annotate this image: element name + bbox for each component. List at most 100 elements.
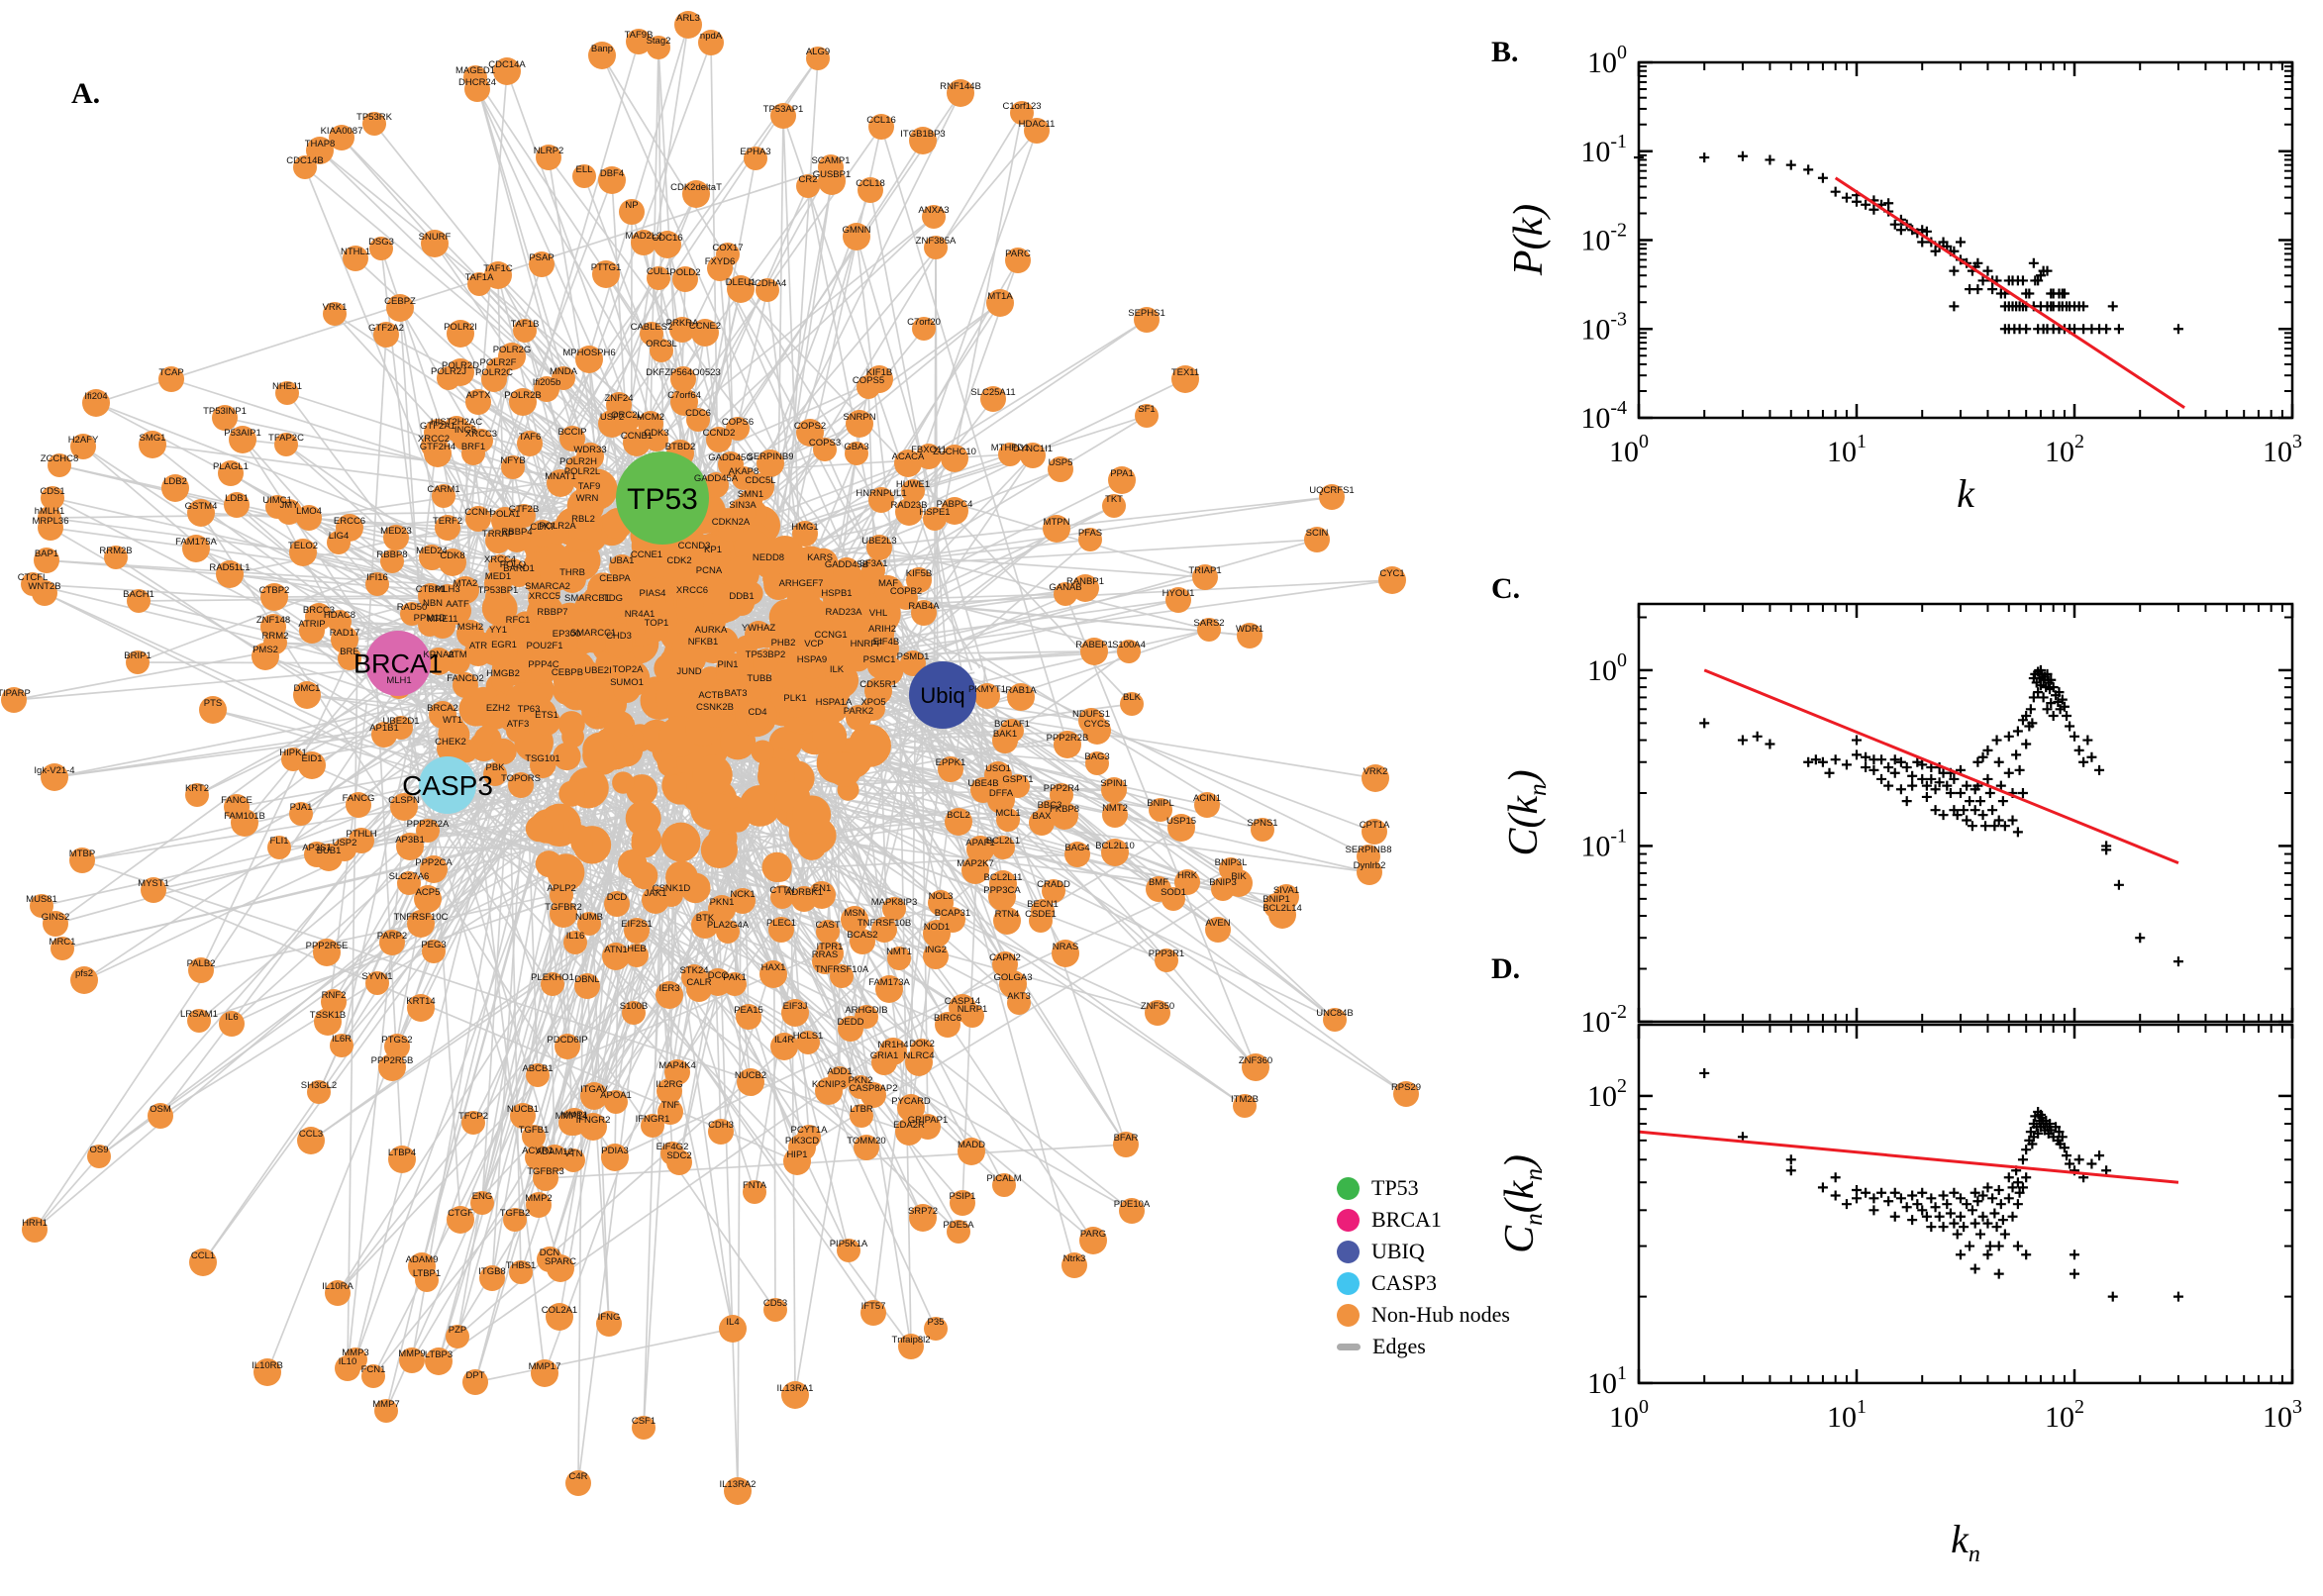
data-point — [2059, 1143, 2070, 1153]
network-node — [1050, 783, 1073, 807]
network-node-label: ZCCHC8 — [41, 453, 79, 464]
network-node-label: GADD45G — [708, 452, 753, 463]
data-point — [1967, 821, 1977, 832]
network-node-label: ATN1 — [604, 945, 628, 955]
network-node-label: RAB1A — [1005, 685, 1037, 696]
network-node — [923, 507, 947, 531]
network-node — [530, 752, 556, 778]
network-node — [461, 1111, 485, 1135]
network-node — [1038, 800, 1061, 824]
data-point — [2094, 764, 2105, 775]
network-node — [792, 521, 818, 547]
network-node — [806, 47, 830, 70]
network-node-label: npdA — [700, 31, 723, 42]
data-point — [1699, 152, 1710, 163]
network-node-label: RAD23A — [826, 607, 863, 618]
network-node-label: PYCARD — [891, 1096, 931, 1107]
network-node-label: NFKB1 — [688, 637, 719, 648]
network-node-label: MED1 — [485, 571, 511, 582]
network-node-label: PLEKHO1 — [531, 972, 574, 983]
network-node — [546, 1303, 573, 1331]
data-point — [1995, 1199, 2006, 1210]
exp: -1 — [1610, 131, 1627, 152]
network-node-label: ITM2B — [1231, 1094, 1259, 1105]
network-edge — [1042, 827, 1182, 912]
panel-c-label: C. — [1491, 572, 1521, 605]
data-point — [2012, 1177, 2023, 1188]
data-point — [2021, 1249, 2032, 1260]
panel-a-label: A. — [71, 77, 101, 110]
network-node-label: FAM175A — [175, 537, 217, 548]
network-node — [905, 1048, 933, 1076]
network-node-label: BAK1 — [993, 729, 1017, 740]
network-node-label: Banp — [591, 44, 613, 54]
network-node — [641, 1114, 664, 1138]
network-edge — [432, 812, 1159, 1014]
network-node-label: TP63 — [518, 704, 541, 715]
nodes-layer — [1, 11, 1419, 1505]
data-point — [1959, 805, 1970, 816]
network-node-label: KIAA0087 — [321, 126, 363, 137]
network-node-label: ACVR1 — [522, 1146, 554, 1156]
data-point — [1991, 1222, 2002, 1233]
network-node — [465, 389, 491, 415]
network-node — [199, 696, 227, 724]
network-node-label: TFCP2 — [458, 1111, 488, 1122]
network-node-label: IER3 — [658, 983, 679, 994]
network-node — [736, 1004, 761, 1030]
exp: 1 — [1617, 1362, 1627, 1384]
network-node-label: Stag2 — [647, 36, 671, 47]
network-node — [897, 1094, 925, 1122]
network-node-label: RBL2 — [571, 514, 595, 525]
network-node-label: CCL16 — [866, 115, 896, 126]
exp: 1 — [1857, 1396, 1867, 1418]
network-node — [526, 1063, 550, 1087]
network-node-label: CSNK2B — [696, 702, 734, 713]
network-node — [416, 819, 440, 843]
data-point — [2003, 767, 2014, 778]
network-node — [461, 442, 485, 465]
network-node-label: Tnfaip8l2 — [891, 1335, 930, 1346]
network-node — [645, 428, 668, 451]
network-node-unlabeled — [558, 780, 585, 807]
network-node-label: RRAS — [812, 949, 838, 960]
network-node-label: RANBP1 — [1066, 576, 1104, 587]
hub-node-casp3 — [419, 756, 476, 814]
network-node-label: TOP2A — [613, 664, 645, 675]
network-node — [575, 346, 603, 373]
network-node — [991, 836, 1015, 859]
network-edge — [444, 754, 635, 1014]
network-node — [512, 504, 536, 528]
network-node — [425, 648, 453, 675]
network-node-label: USO1 — [985, 763, 1011, 774]
network-node — [48, 453, 71, 477]
network-node-label: EGR1 — [491, 640, 517, 650]
network-node — [1005, 248, 1031, 273]
network-node-label: BRF1 — [461, 442, 485, 452]
network-node — [841, 906, 868, 934]
network-node-label: PFAS — [1078, 528, 1102, 539]
network-node-label: TIPARP — [0, 688, 31, 699]
data-point — [1967, 1205, 1977, 1216]
network-node — [866, 535, 892, 560]
network-edge — [319, 150, 652, 472]
network-node — [657, 1099, 683, 1125]
network-node-label: MAGED1 — [455, 65, 495, 76]
network-edge — [152, 889, 798, 1162]
network-node-label: GADD45B — [825, 559, 868, 570]
network-node — [503, 1208, 527, 1232]
network-node — [1024, 118, 1050, 144]
network-node — [415, 1268, 439, 1292]
network-node-label: NBN — [423, 598, 443, 609]
network-node — [1145, 1000, 1170, 1026]
network-node — [1064, 842, 1090, 867]
network-node-label: PPP2R4 — [1044, 783, 1079, 794]
network-node-label: BECN1 — [1027, 899, 1059, 910]
network-node-label: PCYT1A — [791, 1125, 829, 1136]
data-point — [1917, 773, 1928, 784]
network-node — [187, 1009, 211, 1033]
network-node — [534, 376, 559, 402]
network-node-label: DKFZP564O0523 — [646, 367, 721, 378]
network-node — [756, 278, 779, 302]
network-node — [1120, 692, 1144, 716]
